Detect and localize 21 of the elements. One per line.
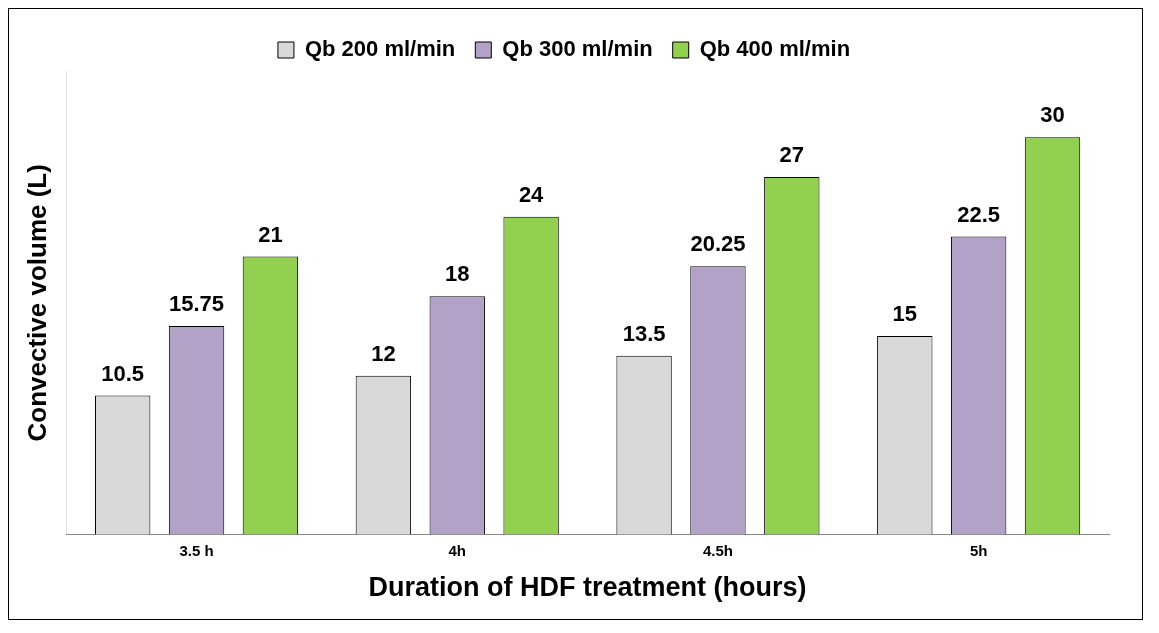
data-label: 27 bbox=[779, 142, 805, 168]
data-label: 12 bbox=[371, 340, 396, 366]
data-label: 21 bbox=[258, 221, 283, 247]
data-label: 20.25 bbox=[690, 231, 746, 257]
data-label: 24 bbox=[518, 181, 545, 207]
data-label: 10.5 bbox=[101, 360, 145, 386]
legend-label: Qb 400 ml/min bbox=[699, 36, 851, 62]
legend-label: Qb 300 ml/min bbox=[502, 36, 653, 62]
data-label: 30 bbox=[1040, 102, 1065, 128]
data-label: 15 bbox=[892, 300, 918, 326]
legend-label: Qb 200 ml/min bbox=[304, 36, 456, 62]
data-label: 22.5 bbox=[957, 201, 1001, 227]
y-axis-title: Convective volume (L) bbox=[21, 164, 52, 442]
data-label: 13.5 bbox=[622, 320, 666, 346]
x-axis-title: Duration of HDF treatment (hours) bbox=[368, 572, 807, 603]
x-tick-label: 5h bbox=[969, 541, 988, 559]
data-label: 15.75 bbox=[169, 291, 225, 317]
x-tick-label: 3.5 h bbox=[179, 541, 214, 559]
x-tick-label: 4.5h bbox=[702, 541, 733, 559]
x-tick-label: 4h bbox=[448, 541, 467, 559]
data-label: 18 bbox=[445, 261, 470, 287]
